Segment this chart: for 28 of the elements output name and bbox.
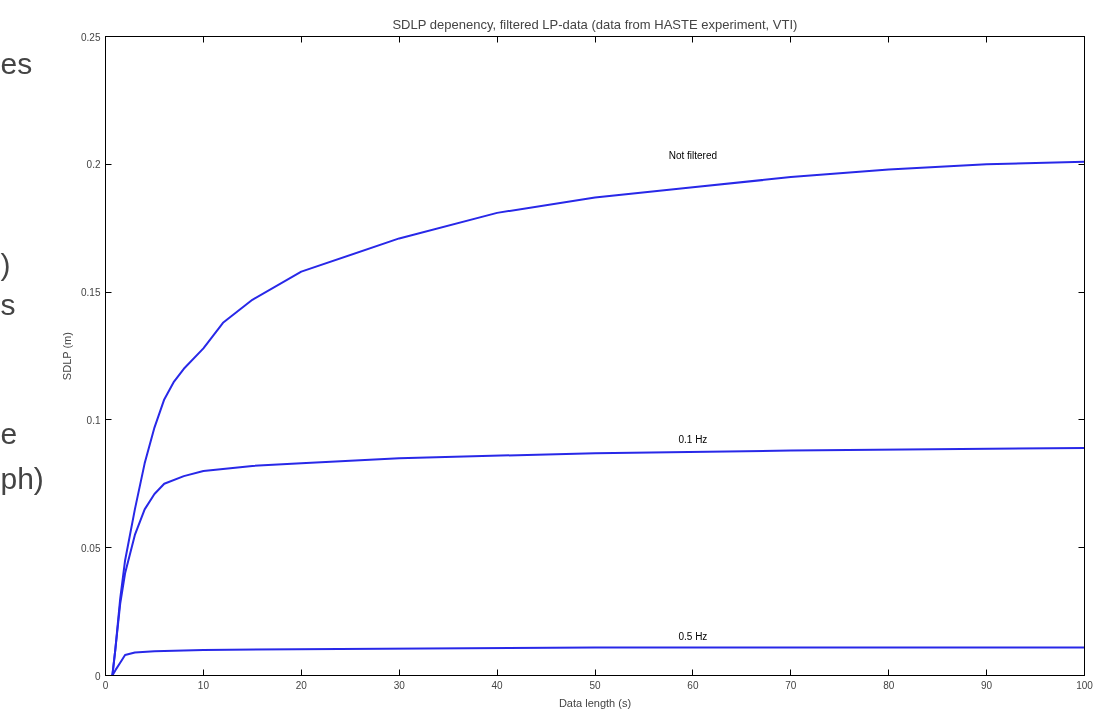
text: e [0,417,18,451]
x-axis-title: Data length (s) [558,696,632,709]
text: s [0,288,16,322]
series-label: 0.5 Hz [678,630,708,642]
x-tick-label: 40 [491,679,504,691]
y-tick-label: 0.2 [86,159,101,171]
y-axis-title: SDLP (m) [61,332,74,381]
chart-title: SDLP depenency, filtered LP-data (data from HASTE experiment, VTI) [392,16,798,32]
x-tick-label: 100 [1076,679,1094,691]
x-tick-label: 0 [102,679,109,691]
text: ) [0,247,11,281]
text: ph) [0,462,44,496]
x-tick-label: 50 [589,679,601,691]
x-tick-label: 90 [981,679,993,691]
x-tick-label: 10 [197,679,210,691]
text: es [0,46,33,80]
y-tick-label: 0.15 [81,287,101,299]
y-tick-label: 0 [94,670,101,682]
series-label: 0.1 Hz [678,434,708,446]
text: Not filtered [668,150,718,162]
x-tick-label: 20 [295,679,308,691]
y-tick-label: 0.1 [86,414,101,426]
x-tick-label: 80 [883,679,895,691]
x-tick-label: 30 [393,679,406,691]
x-tick-label: 70 [785,679,797,691]
y-tick-label: 0.25 [81,31,101,43]
x-tick-label: 60 [687,679,699,691]
y-tick-label: 0.05 [81,542,101,554]
